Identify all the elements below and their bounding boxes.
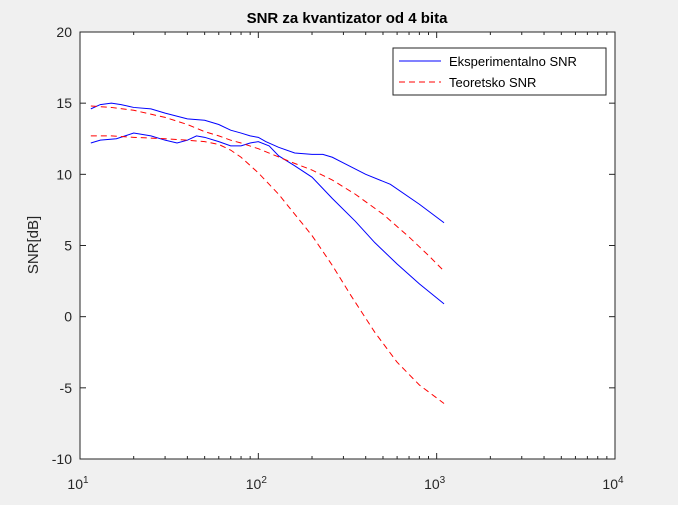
chart-title: SNR za kvantizator od 4 bita [247, 10, 449, 27]
legend: Eksperimentalno SNR Teoretsko SNR [392, 47, 607, 96]
series-line-4 [90, 135, 445, 404]
axes-background [80, 32, 615, 459]
y-tick-label: 20 [56, 24, 72, 40]
series-line-3 [90, 105, 445, 272]
y-tick-label: -5 [60, 380, 73, 396]
x-tick-exponent: 1 [83, 475, 89, 486]
x-tick-label: 103 [424, 475, 446, 492]
x-tick-exponent: 3 [440, 475, 446, 486]
legend-box [392, 47, 607, 96]
x-tick-exponent: 4 [618, 475, 624, 486]
series-line-2 [90, 132, 445, 305]
series-line-1 [90, 102, 445, 224]
x-tick-exponent: 2 [261, 475, 267, 486]
y-tick-label: 0 [64, 309, 72, 325]
y-tick-label: 15 [56, 95, 72, 111]
legend-label-theoretical: Teoretsko SNR [449, 75, 536, 90]
series-layer [90, 102, 445, 404]
y-tick-layer: -10 -5 0 5 10 15 20 [52, 24, 615, 467]
y-axis-label: SNR[dB] [25, 216, 42, 274]
y-tick-label: 10 [56, 166, 72, 182]
x-tick-label: 101 [67, 475, 89, 492]
y-tick-label: -10 [52, 451, 72, 467]
y-tick-label: 5 [64, 238, 72, 254]
legend-label-experimental: Eksperimentalno SNR [449, 54, 577, 69]
x-tick-label: 104 [602, 475, 624, 492]
x-tick-label: 102 [246, 475, 268, 492]
